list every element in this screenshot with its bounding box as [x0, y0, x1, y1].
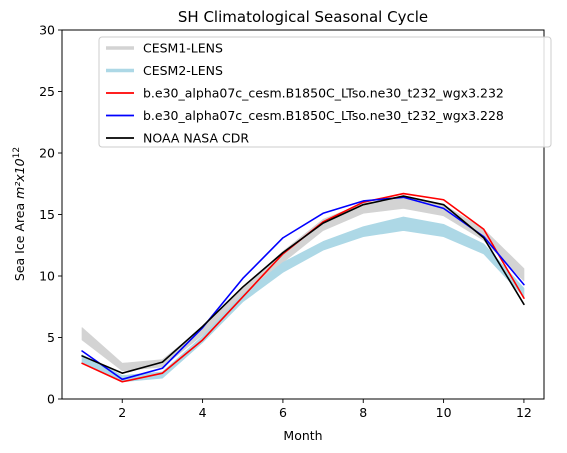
legend-frame	[98, 36, 552, 148]
legend-label: NOAA NASA CDR	[143, 131, 249, 146]
y-tick-label: 5	[47, 330, 55, 345]
y-tick-label: 25	[39, 84, 55, 99]
x-axis-label: Month	[283, 428, 322, 443]
x-tick-label: 6	[279, 405, 287, 420]
lines-layer	[81, 192, 525, 383]
legend-label: b.e30_alpha07c_cesm.B1850C_LTso.ne30_t23…	[143, 108, 504, 123]
x-axis-ticks: 2 4 6 8 10 12	[118, 399, 532, 420]
y-axis-label-exponent: 12	[12, 147, 22, 158]
y-axis-label-prefix: Sea Ice Area	[12, 199, 27, 281]
y-tick-label: 0	[47, 392, 55, 407]
y-axis-label-math: m²x10	[12, 158, 27, 199]
legend-items: CESM1-LENS CESM2-LENS b.e30_alpha07c_cesm.…	[106, 41, 504, 146]
legend: CESM1-LENS CESM2-LENS b.e30_alpha07c_cesm.…	[98, 36, 552, 148]
legend-label: b.e30_alpha07c_cesm.B1850C_LTso.ne30_t23…	[143, 86, 504, 101]
x-tick-label: 12	[516, 405, 532, 420]
y-axis-ticks: 0 5 10 15 20 25 30	[39, 23, 62, 407]
y-axis-label: Sea Ice Area m²x1012	[12, 147, 27, 281]
y-tick-label: 10	[39, 269, 55, 284]
series-line-3	[81, 195, 525, 374]
x-tick-label: 8	[359, 405, 367, 420]
legend-label: CESM2-LENS	[143, 63, 223, 78]
x-tick-label: 2	[118, 405, 126, 420]
legend-label: CESM1-LENS	[143, 41, 223, 56]
chart-title: SH Climatological Seasonal Cycle	[178, 8, 428, 26]
x-tick-label: 10	[436, 405, 452, 420]
band-cesm1-lens	[81, 196, 525, 372]
series-line-2	[81, 196, 525, 381]
y-tick-label: 30	[39, 23, 55, 38]
x-tick-label: 4	[199, 405, 207, 420]
y-tick-label: 20	[39, 146, 55, 161]
y-tick-label: 15	[39, 207, 55, 222]
